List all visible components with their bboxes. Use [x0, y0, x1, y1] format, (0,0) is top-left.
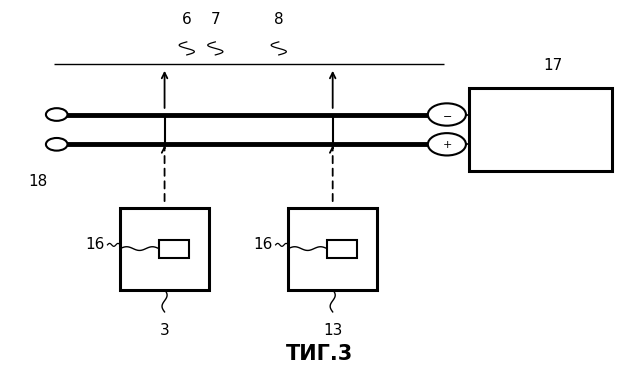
Text: 16: 16 — [85, 237, 104, 253]
Text: $+$: $+$ — [442, 139, 452, 150]
Text: 8: 8 — [274, 12, 284, 27]
Bar — [159, 240, 189, 257]
Text: ΤИГ.3: ΤИГ.3 — [286, 344, 354, 364]
Circle shape — [429, 138, 451, 151]
Text: 7: 7 — [211, 12, 220, 27]
Text: 18: 18 — [28, 174, 47, 189]
Text: 17: 17 — [543, 57, 563, 73]
Bar — [120, 208, 209, 290]
Circle shape — [46, 138, 67, 151]
Circle shape — [428, 133, 466, 155]
Bar — [288, 208, 377, 290]
Text: 16: 16 — [253, 237, 273, 253]
Bar — [327, 240, 357, 257]
Circle shape — [429, 108, 451, 121]
Text: 3: 3 — [160, 323, 170, 338]
Text: 13: 13 — [323, 323, 342, 338]
Text: $-$: $-$ — [442, 110, 452, 119]
Circle shape — [46, 108, 67, 121]
Text: 6: 6 — [182, 12, 191, 27]
Bar — [469, 88, 612, 171]
Circle shape — [428, 103, 466, 125]
